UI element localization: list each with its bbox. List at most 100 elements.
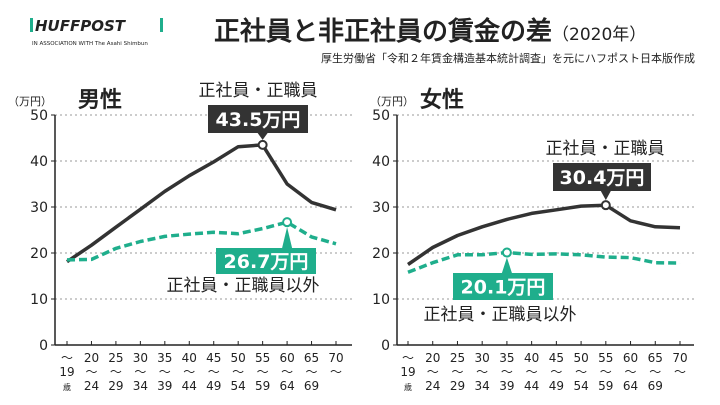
x-tick-label: 〜 xyxy=(232,365,244,379)
series-label: 正社員・正職員 xyxy=(546,139,665,159)
x-tick-label: 30 xyxy=(475,351,490,365)
y-tick-label: 40 xyxy=(30,154,48,170)
x-tick-label: 〜 xyxy=(208,365,220,379)
source-note: 厚生労働省「令和２年賃金構造基本統計調査」を元にハフポスト日本版作成 xyxy=(321,51,695,65)
highlight-point xyxy=(282,217,293,228)
series-line-regular xyxy=(66,143,337,264)
callout-value: 26.7万円 xyxy=(224,251,309,273)
x-tick-label: 〜 xyxy=(257,365,269,379)
logo-bar-right xyxy=(160,18,163,32)
x-tick-label: 〜 xyxy=(110,365,122,379)
callout-value: 30.4万円 xyxy=(560,167,645,189)
x-tick-label: 44 xyxy=(182,379,197,393)
series-label: 正社員・正職員以外 xyxy=(424,305,577,325)
chart-title: 女性 xyxy=(420,87,464,113)
y-tick-label: 50 xyxy=(30,108,48,124)
x-tick-label: 44 xyxy=(524,379,539,393)
x-tick-label: 49 xyxy=(549,379,564,393)
chart-title: 男性 xyxy=(78,88,122,113)
x-tick-label: 35 xyxy=(157,351,172,365)
x-tick-label: 〜 xyxy=(427,365,439,379)
x-tick-label: 〜 xyxy=(281,365,293,379)
x-tick-label: 70 xyxy=(328,351,343,365)
x-tick-label: 〜 xyxy=(575,365,587,379)
x-tick-label: 24 xyxy=(84,379,99,393)
x-tick-label: 50 xyxy=(573,351,588,365)
x-tick-label: 54 xyxy=(573,379,588,393)
x-tick-label: 〜 xyxy=(159,365,171,379)
y-tick-label: 30 xyxy=(30,200,48,216)
series-line-regular xyxy=(407,203,681,266)
highlight-point xyxy=(501,247,512,258)
x-tick-label: 20 xyxy=(425,351,440,365)
series-line-non-regular xyxy=(407,250,681,274)
y-tick-label: 0 xyxy=(381,338,390,354)
x-tick-label: 〜 xyxy=(625,365,637,379)
x-tick-label: 〜 xyxy=(476,365,488,379)
y-tick-label: 20 xyxy=(30,246,48,262)
y-tick-label: 10 xyxy=(30,292,48,308)
x-tick-label: 〜 xyxy=(674,365,686,379)
x-tick-label: 〜 xyxy=(183,365,195,379)
x-tick-label: 55 xyxy=(598,351,613,365)
y-tick-label: 0 xyxy=(39,338,48,354)
callout-box xyxy=(216,248,316,274)
x-tick-label: 39 xyxy=(499,379,514,393)
x-tick-label: 45 xyxy=(206,351,221,365)
y-axis-unit: （万円） xyxy=(370,95,414,108)
y-tick-label: 40 xyxy=(372,154,390,170)
callout-value: 43.5万円 xyxy=(216,109,301,131)
x-tick-label: 〜 xyxy=(451,365,463,379)
y-tick-label: 50 xyxy=(372,108,390,124)
x-tick-label: 〜 xyxy=(600,365,612,379)
x-tick-label: 〜 xyxy=(649,365,661,379)
callout-pointer xyxy=(501,257,512,273)
x-tick-label: 24 xyxy=(425,379,440,393)
x-tick-label: 〜 xyxy=(526,365,538,379)
x-tick-label: 〜 xyxy=(134,365,146,379)
x-tick-label: 歳 xyxy=(63,382,71,392)
title-year: （2020年） xyxy=(552,25,646,45)
callout-pointer xyxy=(257,133,268,140)
x-tick-label: 〜 xyxy=(330,365,342,379)
x-tick-label: 59 xyxy=(255,379,270,393)
x-tick-label: 〜 xyxy=(306,365,318,379)
x-tick-label: 54 xyxy=(231,379,246,393)
callout-value: 20.1万円 xyxy=(461,277,546,299)
x-tick-label: 64 xyxy=(279,379,294,393)
x-tick-label: 60 xyxy=(623,351,638,365)
x-tick-label: 65 xyxy=(304,351,319,365)
x-tick-label: 49 xyxy=(206,379,221,393)
x-tick-label: 60 xyxy=(279,351,294,365)
x-tick-label: 55 xyxy=(255,351,270,365)
x-tick-label: 69 xyxy=(648,379,663,393)
x-tick-label: 30 xyxy=(133,351,148,365)
x-tick-label: 〜 xyxy=(550,365,562,379)
x-tick-label: 20 xyxy=(84,351,99,365)
y-tick-label: 30 xyxy=(372,200,390,216)
series-label: 正社員・正職員 xyxy=(199,81,318,101)
x-tick-label: 19 xyxy=(400,365,415,379)
x-tick-label: 40 xyxy=(524,351,539,365)
logo-text: HUFFPOST xyxy=(35,17,127,35)
x-tick-label: 〜 xyxy=(85,365,97,379)
series-label: 正社員・正職員以外 xyxy=(167,276,320,296)
callout-box xyxy=(208,105,308,133)
y-tick-label: 10 xyxy=(372,292,390,308)
x-tick-label: 34 xyxy=(475,379,490,393)
x-tick-label: 39 xyxy=(157,379,172,393)
y-tick-label: 20 xyxy=(372,246,390,262)
y-axis-unit: （万円） xyxy=(8,95,52,108)
x-tick-label: 〜 xyxy=(501,365,513,379)
x-tick-label: 64 xyxy=(623,379,638,393)
x-tick-label: 25 xyxy=(108,351,123,365)
x-tick-label: 〜 xyxy=(61,351,73,365)
chart-male: 男性（万円）01020304050〜19歳20〜2425〜2930〜3435〜3… xyxy=(8,81,352,393)
x-tick-label: 35 xyxy=(499,351,514,365)
x-tick-label: 59 xyxy=(598,379,613,393)
highlight-point xyxy=(600,200,611,211)
callout-box xyxy=(553,163,651,191)
x-tick-label: 29 xyxy=(108,379,123,393)
callout-pointer xyxy=(600,191,611,201)
